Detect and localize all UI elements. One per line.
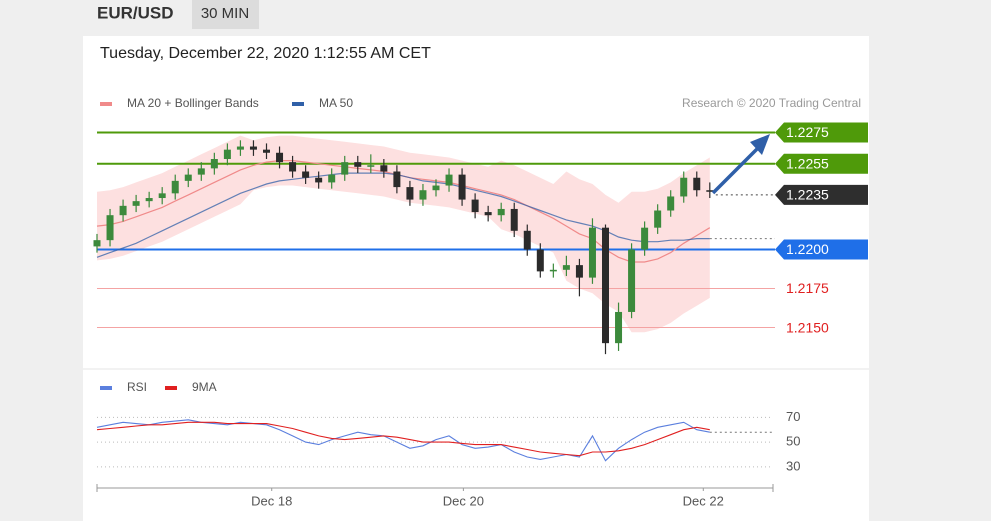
candle-body [184,174,192,181]
candle-body [354,162,362,167]
level-label-box [775,239,868,260]
panel [83,36,869,521]
candle-body [380,165,388,172]
candle-body [588,227,596,278]
candle-body [315,177,323,183]
candle-body [432,185,440,191]
legend-label: RSI [127,380,147,394]
level-label-box [775,122,868,143]
candle-body [602,227,609,344]
candle-body [223,149,231,160]
level-label: 1.2275 [786,124,829,140]
candle-body [406,187,414,200]
candle-body [328,174,336,183]
level-label-box [775,184,868,205]
timeframe: 30 MIN [201,5,249,22]
level-label: 1.2175 [786,280,829,296]
bollinger-band [97,135,710,333]
candle-body [419,190,427,200]
candle-body [197,168,205,175]
x-tick-label: Dec 20 [443,493,484,508]
y-tick-label: 30 [786,458,800,473]
candle-body [680,177,688,197]
level-label: 1.2150 [786,319,829,335]
candle-body [654,210,662,228]
legend-label: MA 50 [319,96,353,110]
candle-body [497,208,505,216]
candle-body [302,171,310,178]
candle-body [536,249,544,272]
arrow-shaft [711,146,760,195]
candle-body [249,146,257,150]
symbol: EUR/USD [97,3,174,22]
candle-body [341,162,349,175]
candle-body [693,177,701,191]
legend-label: MA 20 + Bollinger Bands [127,96,259,110]
candle-body [276,152,284,163]
candle-body [484,212,492,216]
candle-body [119,205,127,216]
x-tick-label: Dec 18 [251,493,292,508]
candle-body [236,146,244,150]
candle-body [171,180,179,194]
x-tick-label: Dec 22 [683,493,724,508]
candle-body [93,240,101,247]
candle-body [210,159,218,169]
legend-swatch [292,102,304,106]
date: Tuesday, December 22, 2020 1:12:55 AM CE… [100,45,431,62]
candle-body [667,196,675,211]
timeframe-box [192,0,259,29]
candle-body [132,201,140,206]
candle-body [706,190,714,192]
rsi-line [96,421,710,457]
y-tick-label: 70 [786,409,800,424]
candle-body [289,162,297,172]
candle-body [445,174,453,186]
candle-body [615,311,623,344]
legend-label: 9MA [192,380,217,394]
candle-body [145,198,153,202]
candle-body [471,199,479,213]
legend-swatch [100,102,112,106]
y-tick-label: 50 [786,434,800,449]
level-label: 1.2200 [786,241,829,257]
source: Research © 2020 Trading Central [682,96,861,110]
level-label: 1.2255 [786,155,829,171]
candle-body [106,215,114,241]
candle-body [641,227,649,250]
candle-body [367,165,375,167]
candle-body [575,265,583,278]
candle-body [263,149,270,153]
candle-body [158,193,166,199]
candle-body [510,208,518,231]
level-label: 1.2235 [786,187,829,203]
candle-body [628,249,636,312]
level-label-box [775,153,868,174]
candle-body [458,174,466,200]
legend-swatch [165,386,177,390]
candle-body [523,230,531,250]
trend-arrow [711,134,770,195]
arrow-head [750,134,770,155]
candle-body [562,265,570,270]
candle-body [549,269,557,272]
candle-body [393,171,401,188]
legend-swatch [100,386,112,390]
